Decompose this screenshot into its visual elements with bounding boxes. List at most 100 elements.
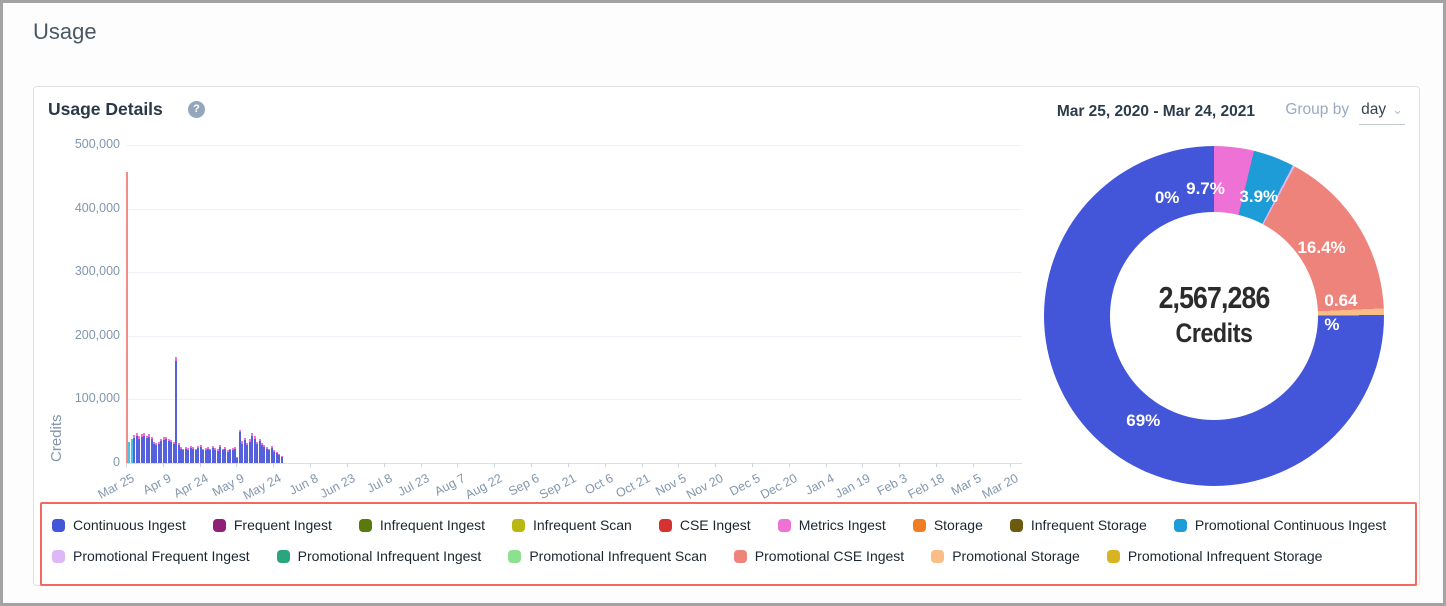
bar[interactable] bbox=[268, 448, 271, 463]
bar[interactable] bbox=[248, 439, 251, 463]
bar[interactable] bbox=[143, 433, 146, 463]
legend-item-frequent_ingest[interactable]: Frequent Ingest bbox=[212, 517, 332, 533]
bar[interactable] bbox=[189, 446, 192, 463]
bar[interactable] bbox=[175, 356, 178, 463]
bar[interactable] bbox=[261, 443, 263, 463]
gridline bbox=[126, 145, 1022, 146]
bar[interactable] bbox=[184, 447, 187, 463]
bar[interactable] bbox=[278, 454, 281, 463]
bar[interactable] bbox=[216, 449, 219, 463]
legend-item-storage[interactable]: Storage bbox=[912, 517, 983, 533]
bar[interactable] bbox=[256, 441, 259, 463]
bar-segment-met bbox=[256, 441, 259, 444]
bar-segment-cont bbox=[253, 438, 256, 463]
bar-segment-met bbox=[130, 438, 133, 441]
bar[interactable] bbox=[246, 443, 249, 463]
bar[interactable] bbox=[148, 433, 151, 463]
group-by-dropdown[interactable]: day ⌄ bbox=[1359, 101, 1405, 125]
legend-item-promotional_infrequent_ingest[interactable]: Promotional Infrequent Ingest bbox=[276, 548, 481, 564]
legend-item-promotional_continuous_ingest[interactable]: Promotional Continuous Ingest bbox=[1173, 517, 1386, 533]
bar[interactable] bbox=[135, 433, 138, 463]
bar[interactable] bbox=[263, 445, 266, 463]
bar[interactable] bbox=[130, 438, 133, 463]
bar[interactable] bbox=[157, 441, 160, 463]
bar[interactable] bbox=[251, 432, 254, 463]
bar[interactable] bbox=[229, 448, 232, 463]
group-by-label: Group by bbox=[1285, 101, 1350, 118]
bar[interactable] bbox=[236, 456, 239, 463]
bar[interactable] bbox=[172, 442, 175, 463]
bar[interactable] bbox=[138, 435, 141, 463]
bar[interactable] bbox=[128, 442, 131, 463]
bar[interactable] bbox=[162, 437, 165, 463]
bar[interactable] bbox=[258, 438, 261, 463]
legend-item-infrequent_scan[interactable]: Infrequent Scan bbox=[512, 517, 632, 533]
bar-segment-cont bbox=[145, 438, 148, 463]
bar-segment-cont bbox=[162, 440, 165, 463]
bar[interactable] bbox=[226, 449, 229, 463]
bar[interactable] bbox=[194, 448, 197, 463]
bar[interactable] bbox=[275, 452, 278, 463]
bar-segment-met bbox=[187, 448, 190, 450]
bar[interactable] bbox=[165, 436, 168, 463]
bar[interactable] bbox=[167, 438, 170, 463]
bar[interactable] bbox=[197, 446, 200, 463]
legend-item-promotional_infrequent_scan[interactable]: Promotional Infrequent Scan bbox=[508, 548, 707, 564]
bar[interactable] bbox=[153, 441, 155, 463]
legend-item-infrequent_ingest[interactable]: Infrequent Ingest bbox=[358, 517, 485, 533]
legend-swatch-icon bbox=[358, 518, 372, 532]
bar[interactable] bbox=[209, 448, 212, 463]
bar[interactable] bbox=[241, 441, 244, 463]
bar[interactable] bbox=[187, 448, 190, 463]
bar[interactable] bbox=[211, 446, 214, 463]
bar[interactable] bbox=[253, 436, 256, 463]
bar[interactable] bbox=[280, 456, 283, 463]
bar[interactable] bbox=[133, 435, 136, 463]
bar-segment-cont bbox=[160, 441, 163, 463]
legend-item-promotional_cse_ingest[interactable]: Promotional CSE Ingest bbox=[733, 548, 904, 564]
bar[interactable] bbox=[231, 447, 234, 463]
bar[interactable] bbox=[177, 443, 180, 463]
bar[interactable] bbox=[238, 429, 241, 463]
bar-segment-cont bbox=[180, 449, 182, 463]
bar[interactable] bbox=[207, 447, 209, 463]
bar[interactable] bbox=[221, 448, 224, 463]
bar[interactable] bbox=[199, 445, 202, 463]
bar[interactable] bbox=[126, 171, 128, 463]
gridline bbox=[126, 335, 1022, 337]
y-tick-label: 400,000 bbox=[74, 200, 120, 215]
bar[interactable] bbox=[214, 448, 217, 463]
bar-segment-met bbox=[263, 445, 266, 448]
legend-item-continuous_ingest[interactable]: Continuous Ingest bbox=[52, 517, 186, 533]
legend-item-infrequent_storage[interactable]: Infrequent Storage bbox=[1009, 517, 1147, 533]
bar[interactable] bbox=[270, 446, 273, 463]
bar[interactable] bbox=[234, 447, 236, 463]
bar[interactable] bbox=[145, 435, 148, 463]
bar[interactable] bbox=[192, 447, 195, 463]
bar[interactable] bbox=[140, 434, 143, 463]
legend-item-promotional_storage[interactable]: Promotional Storage bbox=[931, 548, 1080, 564]
bar-segment-cont bbox=[157, 443, 160, 463]
bar[interactable] bbox=[224, 447, 227, 463]
bar[interactable] bbox=[204, 448, 207, 463]
bar[interactable] bbox=[170, 439, 173, 463]
legend-item-cse_ingest[interactable]: CSE Ingest bbox=[658, 517, 751, 533]
x-tick-mark bbox=[788, 463, 790, 467]
bar[interactable] bbox=[243, 437, 246, 463]
bar[interactable] bbox=[155, 443, 158, 463]
bar[interactable] bbox=[202, 448, 205, 463]
bar[interactable] bbox=[150, 436, 153, 463]
bar[interactable] bbox=[182, 448, 185, 463]
help-icon[interactable]: ? bbox=[188, 101, 205, 118]
bar[interactable] bbox=[219, 444, 222, 463]
bar[interactable] bbox=[273, 450, 276, 463]
bar[interactable] bbox=[265, 447, 268, 463]
legend-item-metrics_ingest[interactable]: Metrics Ingest bbox=[777, 517, 886, 533]
bar-segment-cont bbox=[165, 439, 168, 463]
bar-segment-cont bbox=[238, 432, 241, 463]
legend-item-promotional_infrequent_storage[interactable]: Promotional Infrequent Storage bbox=[1106, 548, 1322, 564]
bar-segment-met bbox=[207, 447, 209, 450]
legend-item-promotional_frequent_ingest[interactable]: Promotional Frequent Ingest bbox=[52, 548, 250, 564]
bar[interactable] bbox=[180, 447, 182, 463]
bar[interactable] bbox=[160, 438, 163, 463]
